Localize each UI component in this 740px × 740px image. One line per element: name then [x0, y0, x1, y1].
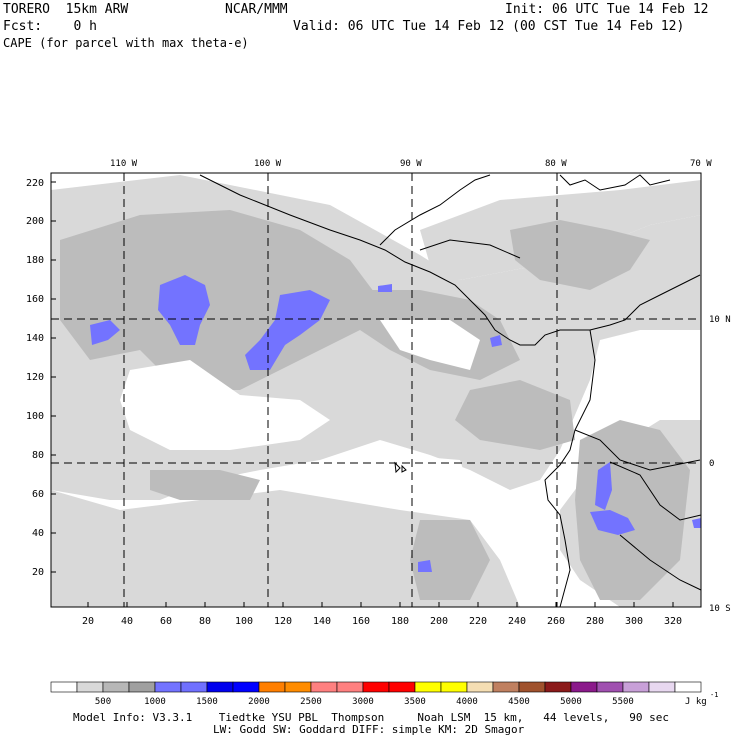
colorbar-label: 1500	[196, 697, 218, 707]
colorbar-swatch	[674, 681, 702, 693]
y-tick: 220	[26, 178, 44, 189]
y-tick: 20	[32, 567, 44, 578]
colorbar-swatch	[284, 681, 312, 693]
lon-label-90w: 90 W	[400, 159, 422, 169]
colorbar-label: 1000	[144, 697, 166, 707]
colorbar-label: 2000	[248, 697, 270, 707]
colorbar	[50, 681, 702, 693]
x-tick: 220	[469, 616, 487, 627]
footer-physics-info: LW: Godd SW: Goddard DIFF: simple KM: 2D…	[213, 723, 525, 736]
colorbar-swatch	[440, 681, 468, 693]
y-axis: 220 200 180 160 140 120 100 80 60 40 20	[26, 178, 44, 578]
colorbar-swatch	[492, 681, 520, 693]
colorbar-swatch	[310, 681, 338, 693]
x-tick: 40	[121, 616, 133, 627]
x-tick: 140	[313, 616, 331, 627]
y-tick: 100	[26, 411, 44, 422]
colorbar-labels: 500 1000 1500 2000 2500 3000 3500 4000 4…	[95, 697, 634, 707]
colorbar-label: 4000	[456, 697, 478, 707]
colorbar-label: 2500	[300, 697, 322, 707]
colorbar-swatch	[180, 681, 208, 693]
colorbar-label: 3500	[404, 697, 426, 707]
colorbar-swatch	[570, 681, 598, 693]
x-tick: 280	[586, 616, 604, 627]
colorbar-swatch	[414, 681, 442, 693]
colorbar-swatch	[232, 681, 260, 693]
init-time: Init: 06 UTC Tue 14 Feb 12	[505, 2, 709, 17]
graticule	[51, 173, 701, 607]
x-tick: 200	[430, 616, 448, 627]
colorbar-label: 500	[95, 697, 111, 707]
lon-label-70w: 70 W	[690, 159, 712, 169]
colorbar-unit-exponent: -1	[710, 691, 718, 699]
x-tick: 320	[664, 616, 682, 627]
colorbar-swatch	[466, 681, 494, 693]
x-axis: 20 40 60 80 100 120 140 160 180 200 220 …	[82, 616, 682, 627]
colorbar-swatch	[518, 681, 546, 693]
lat-label-0: 0	[709, 459, 714, 469]
center-label: NCAR/MMM	[225, 2, 288, 17]
colorbar-swatch	[258, 681, 286, 693]
colorbar-swatch	[50, 681, 78, 693]
field-title: CAPE (for parcel with max theta-e)	[3, 36, 249, 50]
colorbar-swatch	[128, 681, 156, 693]
colorbar-swatch	[154, 681, 182, 693]
lon-label-80w: 80 W	[545, 159, 567, 169]
forecast-hour: Fcst: 0 h	[3, 19, 97, 34]
colorbar-label: 5500	[612, 697, 634, 707]
coastlines	[199, 174, 702, 608]
x-tick: 100	[235, 616, 253, 627]
model-label: TORERO 15km ARW	[3, 2, 129, 17]
colorbar-swatch	[544, 681, 572, 693]
y-tick: 200	[26, 216, 44, 227]
cape-shading-blue	[90, 275, 701, 572]
x-tick: 260	[547, 616, 565, 627]
cape-shading-white-holes	[120, 320, 480, 500]
colorbar-label: 4500	[508, 697, 530, 707]
colorbar-swatch	[336, 681, 364, 693]
x-tick: 180	[391, 616, 409, 627]
x-tick: 80	[199, 616, 211, 627]
y-tick: 160	[26, 294, 44, 305]
y-tick: 140	[26, 333, 44, 344]
x-tick: 300	[625, 616, 643, 627]
colorbar-swatch	[388, 681, 416, 693]
y-tick: 180	[26, 255, 44, 266]
y-tick: 120	[26, 372, 44, 383]
y-tick: 60	[32, 489, 44, 500]
lon-label-110w: 110 W	[110, 159, 138, 169]
map-frame	[50, 172, 702, 608]
colorbar-unit: J kg	[685, 697, 707, 707]
colorbar-swatch	[622, 681, 650, 693]
footer-model-info: Model Info: V3.3.1 Tiedtke YSU PBL Thomp…	[73, 711, 670, 724]
colorbar-swatch	[206, 681, 234, 693]
x-tick: 20	[82, 616, 94, 627]
x-tick: 160	[352, 616, 370, 627]
y-tick: 40	[32, 528, 44, 539]
lat-label-10n: 10 N	[709, 315, 731, 325]
valid-time: Valid: 06 UTC Tue 14 Feb 12 (00 CST Tue …	[293, 19, 685, 34]
colorbar-swatch	[76, 681, 104, 693]
colorbar-swatch	[648, 681, 676, 693]
x-tick: 60	[160, 616, 172, 627]
lon-label-100w: 100 W	[254, 159, 282, 169]
colorbar-swatch	[596, 681, 624, 693]
x-tick: 240	[508, 616, 526, 627]
y-tick: 80	[32, 450, 44, 461]
colorbar-swatch	[102, 681, 130, 693]
colorbar-swatch	[362, 681, 390, 693]
lat-label-10s: 10 S	[709, 604, 731, 614]
x-tick: 120	[274, 616, 292, 627]
colorbar-label: 3000	[352, 697, 374, 707]
colorbar-label: 5000	[560, 697, 582, 707]
